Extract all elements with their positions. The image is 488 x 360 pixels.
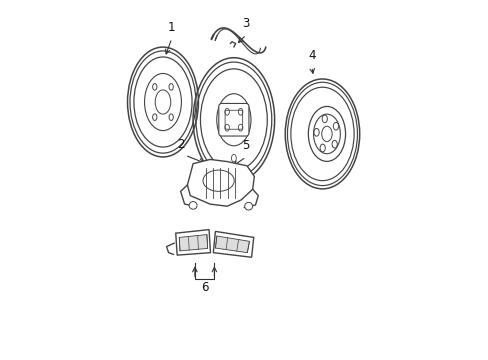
Ellipse shape: [322, 115, 326, 123]
Ellipse shape: [320, 144, 325, 152]
Ellipse shape: [308, 107, 345, 161]
Ellipse shape: [313, 129, 319, 136]
Ellipse shape: [189, 202, 197, 209]
Polygon shape: [213, 231, 253, 257]
Text: 3: 3: [242, 17, 249, 30]
Text: 6: 6: [201, 281, 208, 294]
Polygon shape: [215, 236, 249, 253]
FancyBboxPatch shape: [218, 103, 248, 136]
Polygon shape: [175, 230, 210, 255]
Ellipse shape: [333, 122, 338, 130]
Text: 1: 1: [168, 21, 175, 33]
Text: 5: 5: [242, 139, 249, 152]
Text: 2: 2: [177, 138, 184, 150]
Ellipse shape: [244, 202, 252, 210]
Ellipse shape: [331, 140, 337, 148]
Text: 4: 4: [307, 49, 315, 62]
Polygon shape: [179, 235, 207, 251]
Polygon shape: [187, 159, 254, 206]
